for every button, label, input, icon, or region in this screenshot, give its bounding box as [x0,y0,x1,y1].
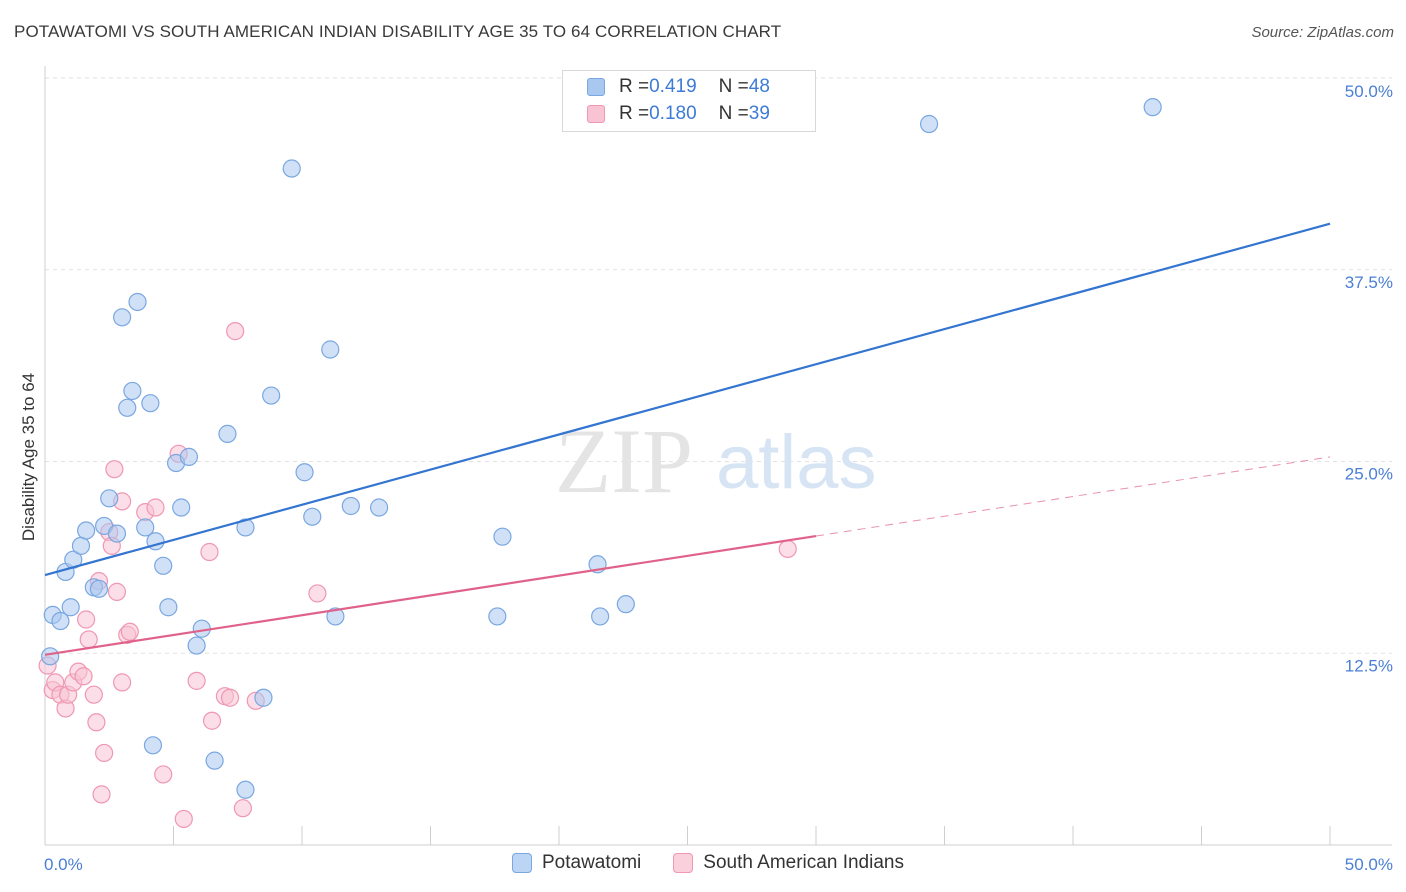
potawatomi-point [141,394,160,413]
y-tick-label: 25.0% [1345,465,1393,484]
potawatomi-point [89,579,109,598]
south-american-indian-point [187,671,206,690]
south-american-indian-point [308,584,327,603]
series-legend-south-american-indians[interactable]: South American Indians [673,852,904,874]
south-american-indian-trend-extension [815,456,1331,537]
potawatomi-point [154,556,173,575]
south-american-indian-point [95,743,114,763]
potawatomi-point [71,536,91,555]
y-tick-label: 50.0% [1345,82,1393,101]
axes [44,66,1392,846]
south-american-indian-point [120,622,139,641]
potawatomi-point [919,114,939,134]
potawatomi-point [77,521,96,540]
south-american-indian-point [84,685,103,704]
south-american-indian-point [200,542,219,562]
legend-swatch-potawatomi [587,78,605,96]
watermark-atlas: atlas [716,420,877,505]
source-label: Source: ZipAtlas.com [1251,24,1394,41]
legend-n-label: N = [718,103,749,124]
south-american-indian-point [79,630,98,649]
south-american-indian-trend-line [44,534,817,656]
south-american-indian-point [146,498,165,517]
chart-title: POTAWATOMI VS SOUTH AMERICAN INDIAN DISA… [14,22,782,41]
potawatomi-point [172,498,191,517]
potawatomi-point [61,598,80,617]
potawatomi-point [370,498,389,517]
potawatomi-point [616,595,635,614]
watermark-zip: ZIP [555,410,693,512]
potawatomi-point [100,489,119,508]
potawatomi-point [159,598,178,617]
south-american-indian-point [112,673,132,692]
stats-legend: R = 0.419 N = 48 R = 0.180 N = 39 [562,70,816,132]
potawatomi-point [136,518,155,537]
potawatomi-point [282,159,301,178]
potawatomi-point [118,398,137,417]
series-legend: Potawatomi South American Indians [512,852,936,874]
legend-r-label: R = [619,76,650,97]
y-tick-label: 37.5% [1345,273,1393,292]
legend-swatch-south-american-indians [587,105,605,123]
series-legend-label: South American Indians [703,852,904,873]
potawatomi-trend-line [44,222,1331,577]
potawatomi-point [205,751,224,770]
potawatomi-point [41,647,60,666]
legend-row-potawatomi: R = 0.419 N = 48 [587,76,770,98]
series-legend-potawatomi[interactable]: Potawatomi [512,852,641,874]
south-american-indian-point [105,460,124,479]
legend-n-value: 48 [748,76,770,97]
potawatomi-point [326,607,345,626]
potawatomi-point [218,424,237,443]
potawatomi-point [321,340,340,359]
potawatomi-point [493,527,512,546]
south-american-indian-point [202,711,222,730]
potawatomi-point [51,611,70,631]
south-american-indian-point [226,322,245,341]
potawatomi-point [107,524,127,543]
south-american-indian-point [107,582,127,601]
south-american-indian-point [87,713,106,732]
watermark: ZIP atlas [555,410,877,512]
legend-r-value: 0.180 [649,103,697,124]
series-swatch-potawatomi [512,853,532,873]
south-american-indian-point [778,539,797,559]
y-tick-label: 12.5% [1345,656,1393,675]
potawatomi-point [143,736,163,755]
potawatomi-point [254,688,273,707]
south-american-indian-point [233,799,252,818]
potawatomi-point [187,636,206,655]
south-american-indian-point [174,809,193,829]
potawatomi-point [488,607,507,626]
legend-r-value: 0.419 [649,76,697,97]
legend-row-south-american-indians: R = 0.180 N = 39 [587,103,770,125]
potawatomi-point [123,381,142,401]
south-american-indian-point [77,610,96,629]
potawatomi-point [236,518,255,537]
grid-lines [45,77,1392,654]
x-tick-label: 50.0% [1345,855,1393,874]
south-american-indian-point [154,765,173,784]
potawatomi-point [341,496,360,516]
legend-n-label: N = [718,76,749,97]
y-axis-title: Disability Age 35 to 64 [19,373,38,541]
x-tick-label: 0.0% [44,855,83,874]
potawatomi-point [591,607,610,626]
potawatomi-point [128,292,147,312]
legend-n-value: 39 [748,103,770,124]
south-american-indian-point [92,785,111,804]
legend-r-label: R = [619,103,650,124]
potawatomi-point [1143,98,1162,117]
series-legend-label: Potawatomi [542,852,642,873]
potawatomi-point [295,463,314,482]
south-american-indian-point [220,688,240,707]
potawatomi-point [179,447,199,466]
potawatomi-point [303,507,322,526]
south-american-indian-point [74,667,93,686]
potawatomi-point [112,308,132,327]
potawatomi-point [262,386,281,405]
potawatomi-point [236,780,255,799]
series-swatch-south-american-indians [673,853,694,873]
